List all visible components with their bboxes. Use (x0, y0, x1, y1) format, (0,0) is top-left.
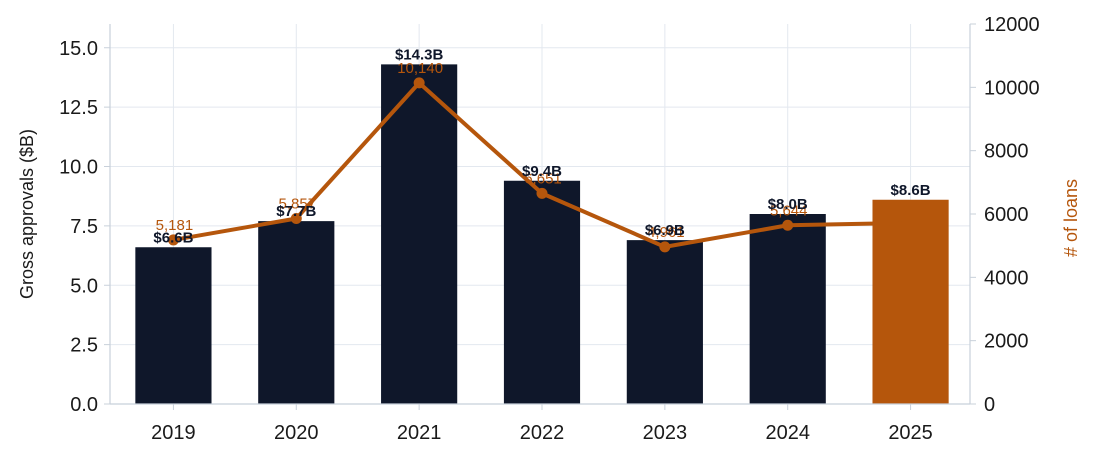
line-value-label: 10,140 (397, 60, 443, 77)
x-tick-label: 2025 (888, 422, 933, 444)
line-point (782, 219, 794, 231)
y2-axis-title: # of loans (1061, 179, 1081, 257)
y2-tick-label: 10000 (984, 77, 1040, 99)
bar-value-label: $6.6B (153, 229, 193, 246)
y-tick-label: 12.5 (59, 97, 98, 119)
x-tick-label: 2022 (520, 422, 565, 444)
y-tick-label: 5.0 (70, 275, 98, 297)
bar (872, 199, 949, 404)
bar (135, 247, 212, 404)
bar-value-label: $9.4B (522, 163, 562, 180)
line-value-label: 5,181 (156, 217, 194, 234)
bar (749, 214, 826, 404)
line-point (659, 241, 671, 253)
y2-tick-label: 6000 (984, 204, 1029, 226)
bar-series (135, 64, 949, 404)
data-labels: 5,181 5,857 10,140 6,651 4,961 5,644 $6.6B $7.7… (153, 46, 930, 246)
bar-value-label: $14.3B (395, 46, 444, 63)
y-tick-label: 2.5 (70, 335, 98, 357)
line-point (413, 77, 425, 89)
y-tick-label: 7.5 (70, 216, 98, 238)
bar-value-label: $8.0B (768, 196, 808, 213)
bar-value-label: $8.6B (891, 182, 931, 199)
x-tick-label: 2023 (643, 422, 688, 444)
x-tick-label: 2019 (151, 422, 196, 444)
line-point (167, 234, 179, 246)
y-axis-title: Gross approvals ($B) (17, 129, 37, 299)
line-point (536, 187, 548, 199)
y-tick-label: 15.0 (59, 38, 98, 60)
x-tick-label: 2020 (274, 422, 319, 444)
bar (626, 240, 703, 404)
x-tick-label: 2024 (765, 422, 810, 444)
bar (503, 180, 581, 404)
y2-tick-label: 12000 (984, 14, 1040, 36)
line-value-label: 5,857 (279, 196, 317, 213)
bar (258, 221, 335, 404)
line-value-label: 6,651 (524, 170, 562, 187)
x-tick-label: 2021 (397, 422, 442, 444)
line-point (290, 213, 302, 225)
line-value-label: 5,644 (770, 202, 808, 219)
line-series (167, 77, 913, 253)
y2-tick-label: 8000 (984, 141, 1029, 163)
bar-value-label: $7.7B (276, 203, 316, 220)
y-tick-label: 0.0 (70, 394, 98, 416)
bar-value-label: $6.9B (645, 222, 685, 239)
y2-tick-label: 4000 (984, 267, 1029, 289)
y-tick-label: 10.0 (59, 157, 98, 179)
axes: 0.0 2.5 5.0 7.5 10.0 12.5 15.0 2019 2020 2021 2022… (59, 14, 1040, 444)
line-value-label: 4,961 (647, 224, 685, 241)
y2-tick-label: 2000 (984, 331, 1029, 353)
y2-tick-label: 0 (984, 394, 995, 416)
bar (381, 64, 458, 404)
